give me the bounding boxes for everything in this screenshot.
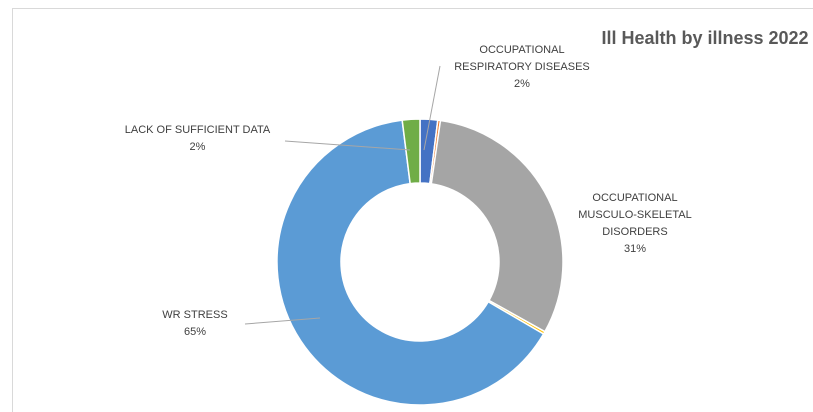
category-label: OCCUPATIONAL MUSCULO-SKELETAL DISORDERS: [578, 192, 692, 238]
value-label: 2%: [189, 141, 206, 153]
category-label: OCCUPATIONAL RESPIRATORY DISEASES: [454, 44, 590, 73]
donut-slice: [430, 119, 564, 333]
donut-slice: [401, 118, 421, 185]
category-label: WR STRESS: [162, 309, 228, 321]
data-label: LACK OF SUFFICIENT DATA 2%: [90, 122, 305, 156]
value-label: 65%: [183, 326, 207, 338]
category-label: LACK OF SUFFICIENT DATA: [124, 124, 271, 136]
data-label: OCCUPATIONAL MUSCULO-SKELETAL DISORDERS 3…: [570, 190, 700, 258]
chart-frame: [12, 8, 813, 412]
value-label: 2%: [514, 78, 530, 90]
donut-slice: [276, 119, 545, 406]
leader-line: [284, 140, 411, 151]
chart-title: Ill Health by illness 2022: [601, 28, 809, 48]
data-label: WR STRESS 65%: [130, 307, 260, 341]
data-label: OCCUPATIONAL RESPIRATORY DISEASES 2%: [452, 42, 592, 93]
value-label: 31%: [623, 243, 647, 255]
leader-line: [244, 317, 321, 325]
leader-line: [423, 65, 441, 151]
